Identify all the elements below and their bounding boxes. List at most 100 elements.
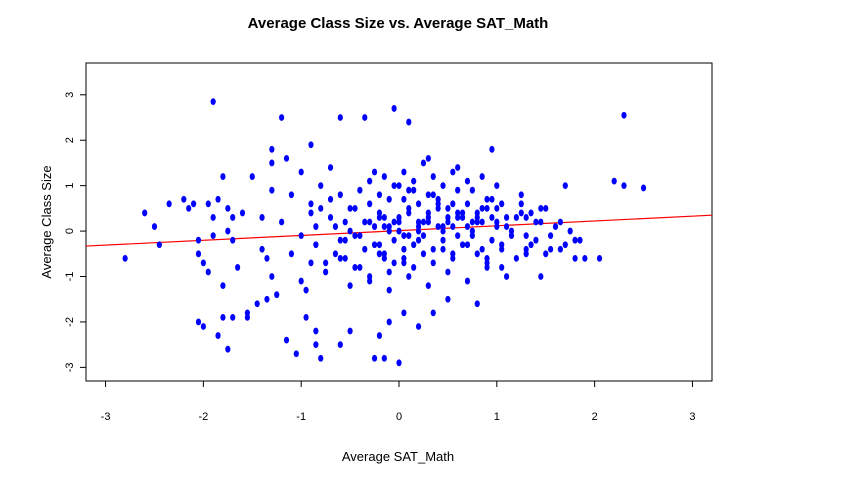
data-point <box>582 254 588 262</box>
data-point <box>269 159 275 167</box>
data-point <box>327 195 334 203</box>
data-point <box>347 282 353 289</box>
data-point <box>508 227 515 235</box>
data-point <box>503 214 510 221</box>
data-point <box>298 168 304 176</box>
data-point <box>342 218 348 226</box>
data-point <box>337 254 343 262</box>
data-point <box>357 232 363 240</box>
data-point <box>562 241 568 249</box>
data-point <box>269 145 275 153</box>
data-point <box>181 195 187 203</box>
data-point <box>259 245 265 253</box>
data-point <box>342 236 348 244</box>
data-point <box>381 214 387 221</box>
data-point <box>401 168 407 176</box>
data-point <box>450 200 456 208</box>
data-point <box>499 245 505 253</box>
y-axis: -3 -2 -1 0 1 2 3 <box>64 92 86 372</box>
data-point <box>445 268 451 276</box>
data-point <box>386 268 392 276</box>
y-tick-label: -3 <box>64 362 76 372</box>
data-point <box>371 168 378 176</box>
data-point <box>401 309 407 317</box>
data-point <box>474 300 480 308</box>
data-point <box>420 232 427 240</box>
data-point <box>499 264 505 271</box>
data-point <box>415 200 422 208</box>
data-point <box>391 182 397 190</box>
data-point <box>401 195 407 203</box>
data-point <box>499 200 505 208</box>
data-point <box>479 173 485 180</box>
data-point <box>239 209 246 217</box>
data-point <box>362 245 368 253</box>
data-point <box>347 227 353 235</box>
data-point <box>518 191 524 199</box>
data-point <box>313 341 319 349</box>
data-point <box>503 273 510 280</box>
data-point <box>543 204 549 212</box>
data-point <box>362 218 368 226</box>
data-point <box>283 336 290 344</box>
data-point <box>166 200 172 208</box>
data-point <box>621 182 627 190</box>
y-tick-label: 1 <box>64 183 76 189</box>
data-point <box>386 318 392 326</box>
data-point <box>474 218 480 226</box>
data-point <box>425 214 431 221</box>
data-point <box>195 236 202 244</box>
data-point <box>459 214 466 221</box>
data-point <box>396 359 402 367</box>
data-point <box>391 105 397 112</box>
data-point <box>494 182 500 190</box>
data-point <box>362 114 368 121</box>
data-point <box>450 254 456 262</box>
x-tick-label: -1 <box>296 411 306 423</box>
data-point <box>200 259 206 267</box>
data-point <box>464 200 471 208</box>
data-point <box>528 209 534 217</box>
data-point <box>484 264 490 271</box>
data-point <box>367 218 373 226</box>
data-point <box>376 191 383 199</box>
data-point <box>318 354 324 362</box>
data-point <box>484 254 490 262</box>
x-tick-label: 3 <box>689 411 695 423</box>
data-point <box>347 327 353 335</box>
x-axis: -3 -2 -1 0 1 2 3 <box>101 381 696 423</box>
data-point <box>244 314 250 321</box>
data-point <box>391 236 397 244</box>
data-point <box>371 223 378 230</box>
data-point <box>313 241 319 249</box>
data-point <box>259 214 265 221</box>
data-point <box>596 254 603 262</box>
data-point <box>391 259 397 267</box>
data-point <box>445 295 451 303</box>
data-point <box>548 232 554 240</box>
data-point <box>469 232 475 240</box>
data-point <box>205 268 211 276</box>
data-point <box>518 209 524 217</box>
data-point <box>523 232 529 240</box>
data-point <box>298 277 304 285</box>
data-point <box>210 214 216 221</box>
data-point <box>376 332 383 339</box>
data-point <box>489 236 495 244</box>
data-point <box>308 259 314 267</box>
data-point <box>489 195 495 203</box>
data-point <box>230 314 236 321</box>
data-point <box>298 232 304 240</box>
data-point <box>406 232 412 240</box>
data-point <box>445 204 451 212</box>
data-point <box>425 155 431 162</box>
data-point <box>435 223 441 230</box>
data-point <box>611 177 617 185</box>
data-point <box>494 204 500 212</box>
data-point <box>303 314 309 321</box>
data-point <box>337 236 343 244</box>
data-point <box>440 245 446 253</box>
data-point <box>352 264 358 271</box>
data-point <box>455 164 461 171</box>
data-point <box>264 254 270 262</box>
